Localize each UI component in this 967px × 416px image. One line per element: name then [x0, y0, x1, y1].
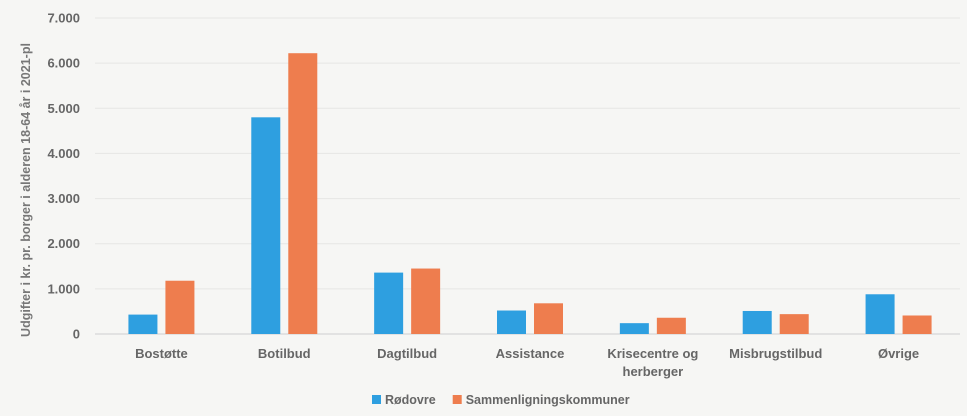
y-tick-label: 1.000	[47, 281, 80, 296]
bar-sammenligningskommuner	[411, 268, 441, 334]
y-tick-label: 5.000	[47, 101, 80, 116]
y-axis-title: Udgifter i kr. pr. borger i alderen 18-6…	[19, 43, 33, 337]
y-tick-label: 2.000	[47, 236, 80, 251]
x-category-label: Dagtilbud	[377, 346, 437, 361]
bar-sammenligningskommuner	[779, 314, 809, 334]
bar-rodovre	[865, 294, 895, 334]
y-tick-label: 3.000	[47, 191, 80, 206]
bar-sammenligningskommuner	[902, 315, 932, 334]
legend-label-rodovre: Rødovre	[385, 393, 436, 407]
bar-sammenligningskommuner	[534, 303, 563, 334]
x-category-label: herberger	[623, 364, 684, 379]
y-tick-label: 7.000	[47, 11, 80, 26]
bar-rodovre	[251, 117, 281, 334]
bar-rodovre	[374, 272, 404, 334]
bar-rodovre	[497, 310, 526, 334]
x-category-label: Misbrugstilbud	[729, 346, 822, 361]
bar-rodovre	[619, 323, 649, 334]
x-category-label: Øvrige	[878, 346, 919, 361]
x-category-label: Assistance	[496, 346, 565, 361]
x-category-label: Botilbud	[258, 346, 311, 361]
legend-label-sammenligningskommuner: Sammenligningskommuner	[466, 393, 630, 407]
y-tick-label: 6.000	[47, 56, 80, 71]
bar-rodovre	[742, 310, 772, 334]
y-tick-label: 0	[73, 327, 80, 342]
x-category-label: Krisecentre og	[607, 346, 698, 361]
x-category-label: Bostøtte	[135, 346, 188, 361]
legend-swatch-rodovre	[372, 395, 381, 404]
legend-swatch-sammenligningskommuner	[452, 395, 462, 404]
bar-sammenligningskommuner	[656, 317, 686, 334]
bar-sammenligningskommuner	[288, 53, 318, 335]
bar-sammenligningskommuner	[165, 280, 195, 334]
y-tick-label: 4.000	[47, 146, 80, 161]
bar-rodovre	[128, 314, 158, 334]
